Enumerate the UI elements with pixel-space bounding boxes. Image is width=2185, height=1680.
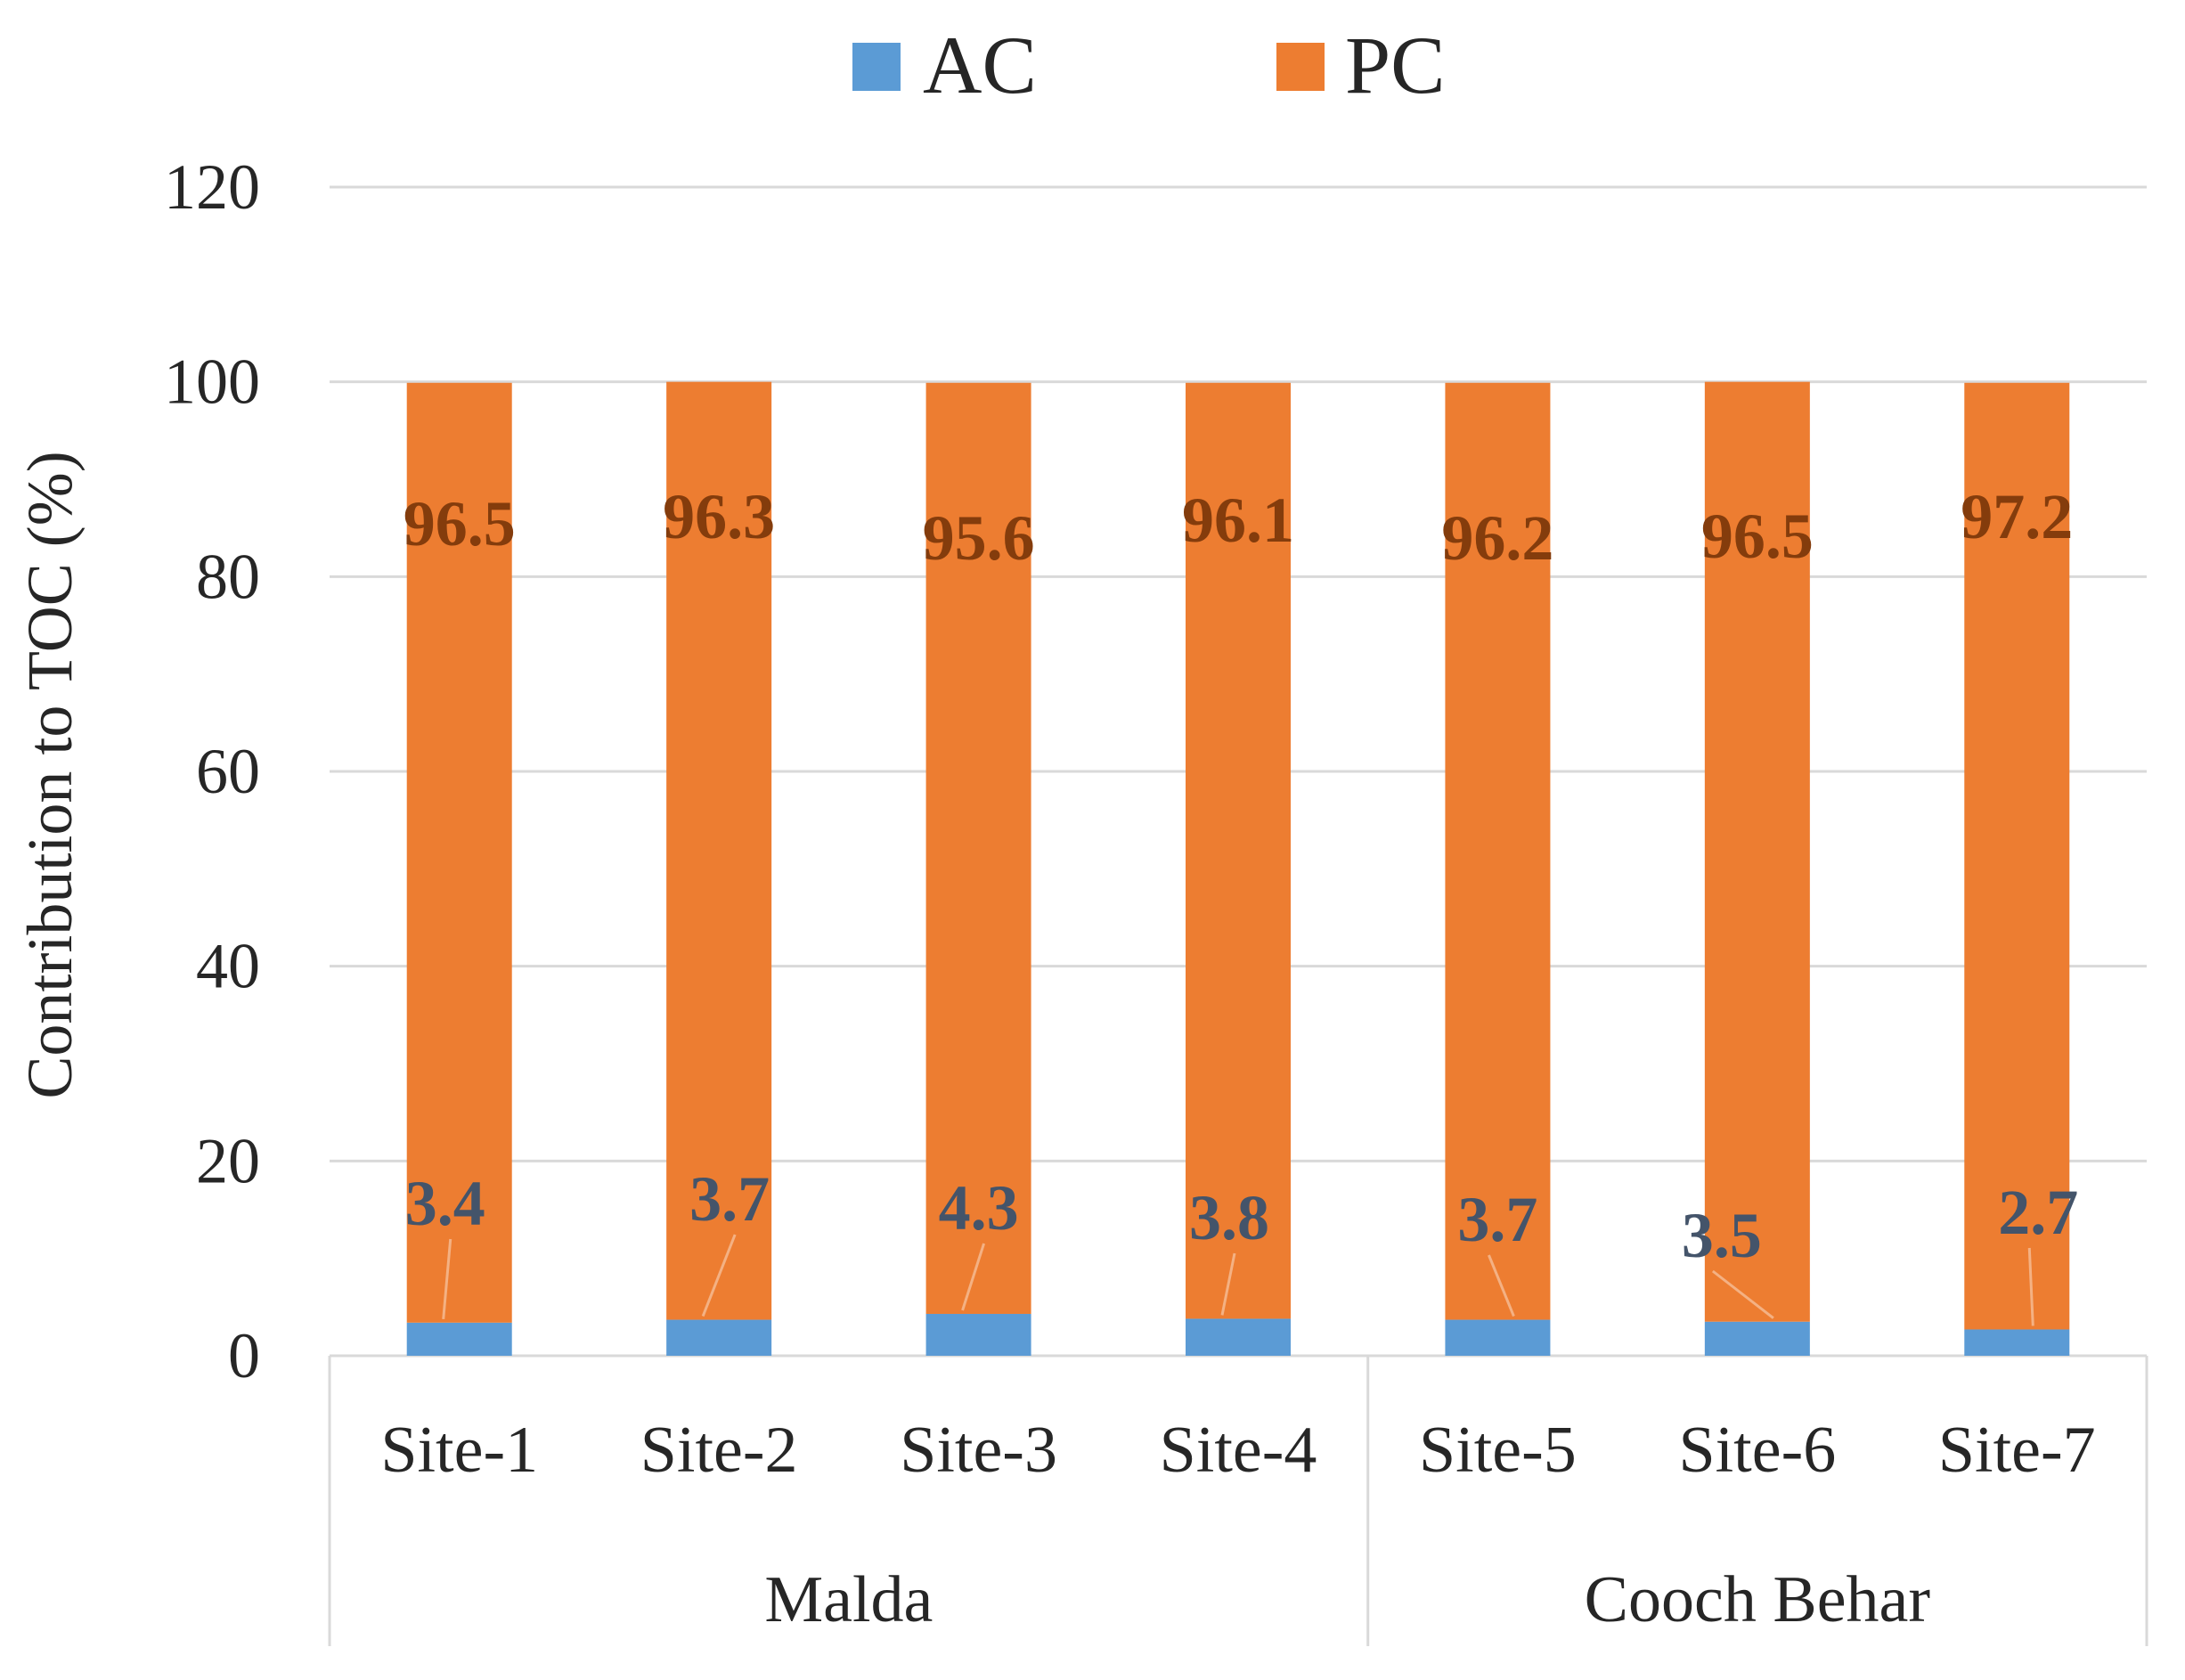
leader-line [1711, 1269, 1774, 1319]
bar-ac-site-5 [1445, 1319, 1551, 1356]
data-label-pc-site-1: 96.5 [404, 488, 516, 559]
data-label-pc-site-2: 96.3 [663, 481, 775, 552]
bar-pc-site-2 [666, 381, 772, 1320]
group-label: Malda [764, 1563, 933, 1636]
data-label-ac-site-1: 3.4 [405, 1168, 485, 1239]
y-tick-label: 100 [164, 347, 260, 418]
leader-line [2027, 1247, 2034, 1326]
leader-line [961, 1243, 986, 1311]
leader-line [1488, 1254, 1515, 1317]
y-tick-labels: 0 20 40 60 80 100 120 [164, 151, 260, 1391]
data-label-pc-site-3: 95.6 [923, 502, 1035, 574]
bar-ac-site-1 [406, 1322, 512, 1356]
bar-ac-site-7 [1964, 1329, 2070, 1356]
x-tick-label: Site-3 [900, 1414, 1057, 1487]
legend-label-ac: AC [923, 20, 1037, 110]
y-axis-label: Contribution to TOC (%) [14, 451, 86, 1098]
data-label-pc-site-5: 96.2 [1441, 502, 1553, 574]
leader-line [442, 1238, 452, 1319]
data-label-pc-site-4: 96.1 [1182, 485, 1294, 556]
data-label-ac-site-5: 3.7 [1457, 1184, 1537, 1255]
data-label-ac-site-7: 2.7 [1998, 1177, 2078, 1248]
leader-line [701, 1234, 737, 1317]
x-tick-label: Site-7 [1938, 1414, 2096, 1487]
bar-ac-site-6 [1704, 1321, 1810, 1356]
label-leader-lines [442, 1234, 2034, 1326]
data-label-ac-site-3: 4.3 [939, 1172, 1019, 1244]
data-label-pc-site-7: 97.2 [1961, 481, 2073, 552]
x-tick-label: Site-4 [1160, 1414, 1317, 1487]
bar-ac-site-4 [1186, 1318, 1291, 1356]
x-tick-label: Site-5 [1419, 1414, 1577, 1487]
legend-label-pc: PC [1345, 20, 1446, 110]
x-tick-label: Site-2 [640, 1414, 798, 1487]
bar-ac-site-3 [925, 1313, 1031, 1356]
bar-pc-site-1 [406, 382, 512, 1323]
data-label-pc-site-6: 96.5 [1701, 501, 1814, 572]
bar-pc-site-6 [1704, 381, 1810, 1322]
bar-pc-site-4 [1186, 382, 1291, 1319]
x-tick-label: Site-6 [1678, 1414, 1836, 1487]
bars [406, 381, 2070, 1356]
bar-ac-site-2 [666, 1319, 772, 1356]
y-tick-label: 60 [196, 736, 260, 807]
y-tick-label: 120 [164, 151, 260, 223]
x-category-labels: Malda Cooch Behar Site-1 Site-2 Site-3 Site-4… [380, 1414, 2095, 1636]
data-label-ac-site-2: 3.7 [689, 1163, 770, 1235]
data-label-ac-site-6: 3.5 [1682, 1200, 1762, 1271]
legend-swatch-ac [852, 43, 901, 91]
y-tick-label: 20 [196, 1125, 260, 1196]
legend: AC PC [852, 20, 1446, 110]
data-label-ac-site-4: 3.8 [1189, 1182, 1269, 1253]
y-tick-label: 80 [196, 541, 260, 612]
group-label: Cooch Behar [1585, 1563, 1930, 1636]
y-tick-label: 40 [196, 931, 260, 1002]
legend-swatch-pc [1276, 43, 1325, 91]
bar-pc-site-3 [925, 382, 1031, 1314]
bar-pc-site-7 [1964, 382, 2070, 1330]
bar-pc-site-5 [1445, 382, 1551, 1320]
data-labels: 96.5 3.4 96.3 3.7 95.6 4.3 96.1 3.8 96.2 3.7 96.5 3… [404, 481, 2079, 1271]
x-tick-label: Site-1 [380, 1414, 538, 1487]
leader-line [1220, 1252, 1236, 1316]
y-tick-label: 0 [228, 1320, 260, 1391]
